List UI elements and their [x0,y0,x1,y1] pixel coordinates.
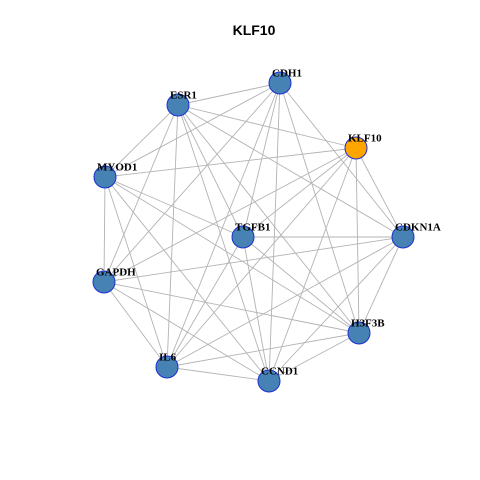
edge [242,147,357,238]
edge [103,147,357,283]
edge [104,147,357,178]
edge [104,82,281,178]
edge [166,236,404,368]
node-label: TGFB1 [235,222,270,234]
edge [166,332,360,368]
edge [177,104,244,238]
node [93,165,117,189]
edge [103,104,179,283]
edge [103,281,168,368]
node [344,136,368,160]
node-label: GAPDH [96,267,136,279]
edge [166,366,270,382]
edge [177,82,281,106]
edge [166,104,179,368]
node-label: MYOD1 [97,162,137,174]
edge [268,332,360,382]
edge [103,281,270,382]
node-label: ESR1 [170,90,197,102]
edge [104,176,270,382]
edge [103,176,106,283]
edges [103,82,404,382]
node [347,321,371,345]
node [268,71,292,95]
edge [103,236,404,283]
edge [104,104,179,178]
edge [177,104,357,149]
edge [166,82,281,368]
node-label: H3F3B [351,318,385,330]
edge [268,147,357,382]
node-label: CCND1 [261,366,298,378]
edge [279,82,360,334]
node [166,93,190,117]
edge [358,236,404,334]
node-label: KLF10 [348,133,382,145]
edge [104,176,244,238]
node-label: IL6 [159,352,177,364]
edge [268,82,281,382]
edge [177,104,404,238]
edge [279,82,404,238]
edge [103,82,281,283]
nodes: CDH1 ESR1 KLF10 MYOD1 CDKN1A TGFB1 GAPDH H3F3B I… [92,68,441,393]
edge [268,236,404,382]
edge [104,176,168,368]
edge [242,236,360,334]
edge [355,147,404,238]
edge [177,104,360,334]
diagram-title: KLF10 [233,22,276,38]
edge [103,281,360,334]
node [231,225,255,249]
node [155,355,179,379]
node-label: CDH1 [272,68,302,80]
node [92,270,116,294]
edge [242,82,281,238]
node [257,369,281,393]
node [391,225,415,249]
node-label: CDKN1A [395,222,441,234]
edge [355,147,360,334]
edge [166,147,357,368]
edge [177,104,270,382]
edge [242,236,270,382]
